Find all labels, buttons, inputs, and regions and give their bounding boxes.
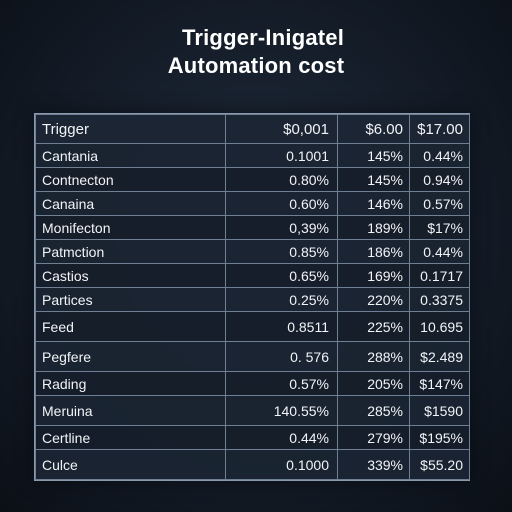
table-row: Canaina 0.60% 146% 0.57% (35, 191, 470, 216)
cell-value: $195% (409, 425, 470, 450)
cell-value: $17% (409, 215, 470, 240)
cell-value: 225% (337, 311, 410, 342)
table-row: Meruina 140.55% 285% $1590 (35, 395, 470, 426)
cell-value: 0.60% (225, 191, 338, 216)
row-label: Rading (35, 371, 226, 396)
cell-value: 288% (337, 341, 410, 372)
row-label: Castios (35, 263, 226, 288)
title-line-1: Trigger-Inigatel (181, 25, 345, 50)
table-row: Monifecton 0,39% 189% $17% (35, 215, 470, 240)
row-label: Monifecton (35, 215, 226, 240)
cell-value: 169% (337, 263, 410, 288)
cell-value: 205% (337, 371, 410, 396)
column-header-2: $6.00 (337, 114, 410, 144)
cost-table: Trigger $0,001 $6.00 $17.00 Cantania 0.1… (34, 113, 470, 481)
table-row: Certline 0.44% 279% $195% (35, 425, 470, 450)
cell-value: 10.695 (409, 311, 470, 342)
table-row: Partices 0.25% 220% 0.3375 (35, 287, 470, 312)
table-row: Culce 0.1000 339% $55.20 (35, 449, 470, 480)
cell-value: 0.44% (409, 239, 470, 264)
cell-value: 0.1000 (225, 449, 338, 480)
title-line-2: Automation cost (167, 53, 345, 78)
cell-value: 0.65% (225, 263, 338, 288)
row-label: Contnecton (35, 167, 226, 192)
cell-value: 0.44% (225, 425, 338, 450)
table-row: Cantania 0.1001 145% 0.44% (35, 143, 470, 168)
cell-value: 0. 576 (225, 341, 338, 372)
row-label: Cantania (35, 143, 226, 168)
column-header-1: $0,001 (225, 114, 338, 144)
data-table: Trigger $0,001 $6.00 $17.00 Cantania 0.1… (35, 114, 470, 480)
cell-value: 0,39% (225, 215, 338, 240)
chart-title: Trigger-Inigatel Automation cost (0, 24, 512, 80)
cell-value: 279% (337, 425, 410, 450)
column-header-3: $17.00 (409, 114, 470, 144)
cell-value: 0.57% (409, 191, 470, 216)
cell-value: 146% (337, 191, 410, 216)
table-row: Pegfere 0. 576 288% $2.489 (35, 341, 470, 372)
cell-value: 186% (337, 239, 410, 264)
row-label: Culce (35, 449, 226, 480)
cell-value: 145% (337, 143, 410, 168)
cell-value: 0.44% (409, 143, 470, 168)
cell-value: 189% (337, 215, 410, 240)
cell-value: 285% (337, 395, 410, 426)
table-row: Patmction 0.85% 186% 0.44% (35, 239, 470, 264)
cell-value: 0.57% (225, 371, 338, 396)
cell-value: 339% (337, 449, 410, 480)
row-label: Partices (35, 287, 226, 312)
row-label: Canaina (35, 191, 226, 216)
table-header-row: Trigger $0,001 $6.00 $17.00 (35, 114, 470, 144)
cell-value: $2.489 (409, 341, 470, 372)
cell-value: 0.3375 (409, 287, 470, 312)
cell-value: 0.8511 (225, 311, 338, 342)
row-label: Certline (35, 425, 226, 450)
cell-value: $1590 (409, 395, 470, 426)
cell-value: $147% (409, 371, 470, 396)
cell-value: 0.25% (225, 287, 338, 312)
table-row: Rading 0.57% 205% $147% (35, 371, 470, 396)
cell-value: 0.1001 (225, 143, 338, 168)
table-row: Contnecton 0.80% 145% 0.94% (35, 167, 470, 192)
cell-value: 0.1717 (409, 263, 470, 288)
cell-value: 0.94% (409, 167, 470, 192)
cell-value: 220% (337, 287, 410, 312)
cell-value: 145% (337, 167, 410, 192)
row-label: Patmction (35, 239, 226, 264)
cell-value: $55.20 (409, 449, 470, 480)
row-label: Feed (35, 311, 226, 342)
row-label: Meruina (35, 395, 226, 426)
table-row: Castios 0.65% 169% 0.1717 (35, 263, 470, 288)
column-header-trigger: Trigger (35, 114, 226, 144)
cell-value: 140.55% (225, 395, 338, 426)
cell-value: 0.80% (225, 167, 338, 192)
row-label: Pegfere (35, 341, 226, 372)
cell-value: 0.85% (225, 239, 338, 264)
table-row: Feed 0.8511 225% 10.695 (35, 311, 470, 342)
